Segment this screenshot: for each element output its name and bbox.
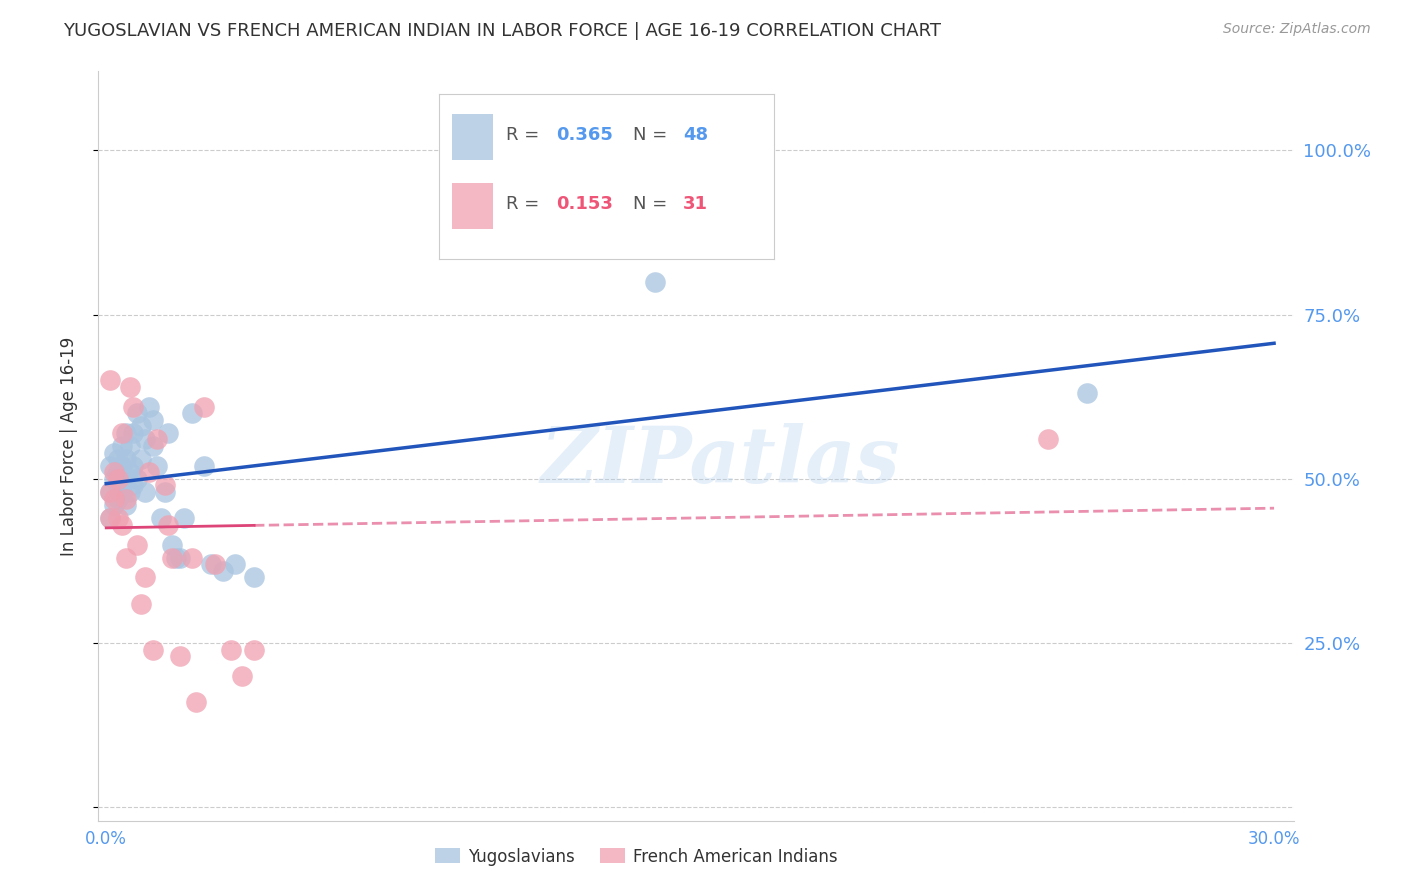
Point — [103, 491, 125, 506]
Point — [169, 550, 191, 565]
Point — [98, 485, 121, 500]
Point — [98, 485, 121, 500]
Point — [162, 538, 184, 552]
Point — [107, 511, 129, 525]
Point — [107, 478, 129, 492]
Point — [212, 564, 235, 578]
Point — [111, 425, 134, 440]
Point — [204, 558, 226, 572]
Point — [122, 425, 145, 440]
Point — [149, 511, 172, 525]
Point — [134, 433, 156, 447]
Point — [114, 472, 136, 486]
Point — [98, 511, 121, 525]
Point — [114, 550, 136, 565]
Point — [103, 445, 125, 459]
Point — [162, 550, 184, 565]
Point — [165, 550, 187, 565]
Point — [243, 570, 266, 584]
Point — [157, 425, 180, 440]
Point — [243, 642, 266, 657]
Point — [644, 275, 666, 289]
Point — [138, 400, 160, 414]
Point — [122, 478, 145, 492]
Point — [98, 373, 121, 387]
Point — [129, 597, 152, 611]
Point — [1076, 386, 1098, 401]
Legend: Yugoslavians, French American Indians: Yugoslavians, French American Indians — [427, 841, 845, 872]
Point — [231, 669, 253, 683]
Point — [114, 425, 136, 440]
Point — [103, 472, 125, 486]
Point — [122, 400, 145, 414]
Point — [200, 558, 222, 572]
Point — [98, 458, 121, 473]
Point — [103, 498, 125, 512]
Point — [98, 511, 121, 525]
Text: YUGOSLAVIAN VS FRENCH AMERICAN INDIAN IN LABOR FORCE | AGE 16-19 CORRELATION CHA: YUGOSLAVIAN VS FRENCH AMERICAN INDIAN IN… — [63, 22, 941, 40]
Point — [134, 570, 156, 584]
Point — [157, 517, 180, 532]
Point — [118, 439, 141, 453]
Point — [118, 485, 141, 500]
Point — [219, 642, 242, 657]
Point — [142, 439, 165, 453]
Point — [114, 491, 136, 506]
Point — [103, 465, 125, 479]
Point — [153, 478, 176, 492]
Point — [146, 458, 169, 473]
Point — [193, 458, 215, 473]
Point — [111, 485, 134, 500]
Point — [193, 400, 215, 414]
Point — [142, 413, 165, 427]
Text: ZIPatlas: ZIPatlas — [540, 423, 900, 500]
Point — [122, 458, 145, 473]
Point — [129, 419, 152, 434]
Point — [111, 517, 134, 532]
Point — [146, 433, 169, 447]
Point — [173, 511, 195, 525]
Point — [180, 550, 202, 565]
Point — [169, 649, 191, 664]
Point — [138, 465, 160, 479]
Point — [184, 695, 207, 709]
Y-axis label: In Labor Force | Age 16-19: In Labor Force | Age 16-19 — [59, 336, 77, 556]
Point — [153, 485, 176, 500]
Point — [127, 538, 149, 552]
Text: Source: ZipAtlas.com: Source: ZipAtlas.com — [1223, 22, 1371, 37]
Point — [118, 465, 141, 479]
Point — [180, 406, 202, 420]
Point — [107, 452, 129, 467]
Point — [114, 452, 136, 467]
Point — [107, 491, 129, 506]
Point — [129, 452, 152, 467]
Point — [107, 465, 129, 479]
Point — [111, 439, 134, 453]
Point — [111, 458, 134, 473]
Point — [107, 472, 129, 486]
Point — [127, 472, 149, 486]
Point — [114, 498, 136, 512]
Point — [127, 406, 149, 420]
Point — [224, 558, 246, 572]
Point — [118, 380, 141, 394]
Point — [142, 642, 165, 657]
Point — [1038, 433, 1060, 447]
Point — [134, 485, 156, 500]
